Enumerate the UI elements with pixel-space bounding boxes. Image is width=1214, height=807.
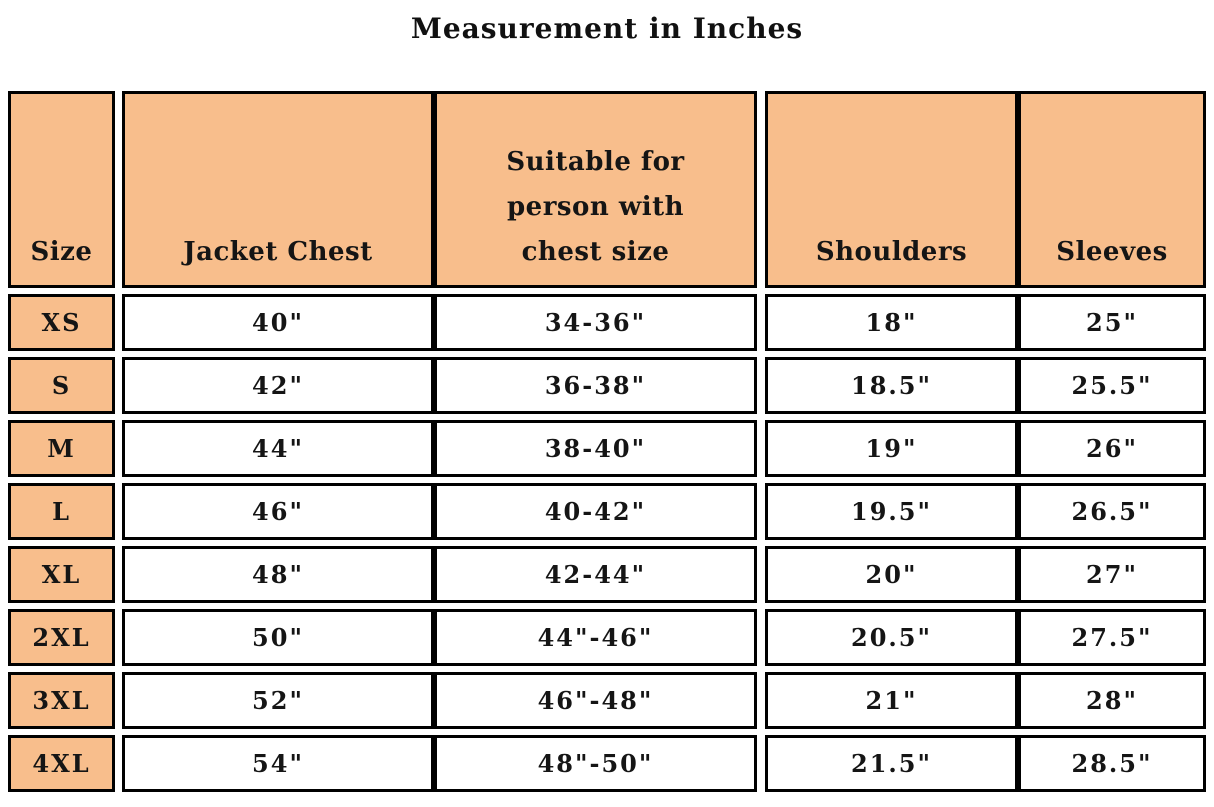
column-gap bbox=[115, 420, 122, 477]
column-gap bbox=[757, 483, 765, 540]
size-cell: S bbox=[8, 357, 115, 414]
chest-size-cell: 34-36" bbox=[434, 294, 757, 351]
column-gap bbox=[757, 735, 765, 792]
shoulders-cell: 18" bbox=[765, 294, 1018, 351]
chest-size-cell: 46"-48" bbox=[434, 672, 757, 729]
shoulders-cell: 19.5" bbox=[765, 483, 1018, 540]
sleeves-cell: 26" bbox=[1018, 420, 1206, 477]
jacket-chest-cell: 40" bbox=[122, 294, 434, 351]
sleeves-cell: 27.5" bbox=[1018, 609, 1206, 666]
jacket-chest-cell: 42" bbox=[122, 357, 434, 414]
column-gap bbox=[115, 483, 122, 540]
sleeves-cell: 28" bbox=[1018, 672, 1206, 729]
page-title: Measurement in Inches bbox=[410, 12, 804, 45]
jacket-chest-cell: 54" bbox=[122, 735, 434, 792]
column-gap bbox=[115, 672, 122, 729]
jacket-chest-cell: 46" bbox=[122, 483, 434, 540]
jacket-chest-cell: 44" bbox=[122, 420, 434, 477]
size-cell: 2XL bbox=[8, 609, 115, 666]
sleeves-cell: 28.5" bbox=[1018, 735, 1206, 792]
size-cell: M bbox=[8, 420, 115, 477]
column-gap bbox=[115, 546, 122, 603]
column-gap bbox=[115, 609, 122, 666]
column-gap bbox=[115, 357, 122, 414]
header-label: Sleeves bbox=[1056, 237, 1168, 267]
shoulders-cell: 18.5" bbox=[765, 357, 1018, 414]
chest-size-cell: 48"-50" bbox=[434, 735, 757, 792]
jacket-chest-cell: 48" bbox=[122, 546, 434, 603]
column-gap bbox=[757, 672, 765, 729]
header-label: Shoulders bbox=[815, 237, 968, 267]
shoulders-cell: 20" bbox=[765, 546, 1018, 603]
sleeves-cell: 27" bbox=[1018, 546, 1206, 603]
column-gap bbox=[757, 294, 765, 351]
jacket-chest-cell: 50" bbox=[122, 609, 434, 666]
column-gap bbox=[757, 546, 765, 603]
sleeves-cell: 26.5" bbox=[1018, 483, 1206, 540]
shoulders-cell: 21.5" bbox=[765, 735, 1018, 792]
sleeves-cell: 25" bbox=[1018, 294, 1206, 351]
shoulders-cell: 21" bbox=[765, 672, 1018, 729]
shoulders-cell: 20.5" bbox=[765, 609, 1018, 666]
size-cell: L bbox=[8, 483, 115, 540]
chest-size-cell: 40-42" bbox=[434, 483, 757, 540]
chest-size-cell: 36-38" bbox=[434, 357, 757, 414]
sleeves-cell: 25.5" bbox=[1018, 357, 1206, 414]
size-cell: 4XL bbox=[8, 735, 115, 792]
header-cell-size: Size bbox=[8, 91, 115, 288]
size-chart-table: Size Jacket Chest Suitable for person wi… bbox=[8, 91, 1206, 792]
size-cell: XL bbox=[8, 546, 115, 603]
shoulders-cell: 19" bbox=[765, 420, 1018, 477]
chest-size-cell: 44"-46" bbox=[434, 609, 757, 666]
header-label: Size bbox=[30, 237, 93, 267]
size-cell: XS bbox=[8, 294, 115, 351]
size-cell: 3XL bbox=[8, 672, 115, 729]
jacket-chest-cell: 52" bbox=[122, 672, 434, 729]
column-gap bbox=[757, 420, 765, 477]
header-cell-jacket-chest: Jacket Chest bbox=[122, 91, 434, 288]
header-label: Jacket Chest bbox=[183, 237, 373, 267]
column-gap bbox=[115, 735, 122, 792]
column-gap bbox=[757, 91, 765, 288]
header-cell-shoulders: Shoulders bbox=[765, 91, 1018, 288]
header-cell-sleeves: Sleeves bbox=[1018, 91, 1206, 288]
column-gap bbox=[115, 294, 122, 351]
header-label: Suitable for person with chest size bbox=[506, 147, 685, 267]
chest-size-cell: 42-44" bbox=[434, 546, 757, 603]
column-gap bbox=[115, 91, 122, 288]
column-gap bbox=[757, 609, 765, 666]
chest-size-cell: 38-40" bbox=[434, 420, 757, 477]
column-gap bbox=[757, 357, 765, 414]
header-cell-chest-size: Suitable for person with chest size bbox=[434, 91, 757, 288]
